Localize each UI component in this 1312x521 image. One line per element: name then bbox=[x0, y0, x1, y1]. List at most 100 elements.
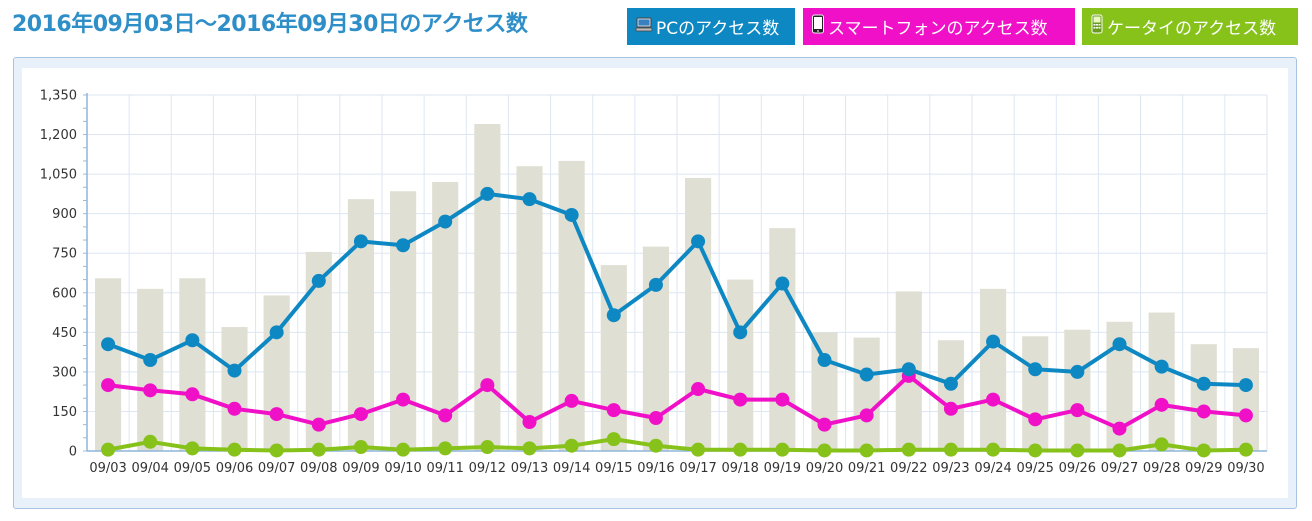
series-line bbox=[107, 191, 1246, 388]
bar bbox=[1190, 344, 1217, 451]
series-line bbox=[107, 373, 1247, 431]
data-point bbox=[438, 408, 453, 423]
data-point bbox=[1112, 421, 1127, 436]
feature-phone-access-button[interactable]: ケータイのアクセス数 bbox=[1082, 8, 1298, 45]
x-tick-label: 09/23 bbox=[932, 461, 969, 476]
data-point bbox=[775, 276, 790, 291]
bar bbox=[516, 166, 543, 451]
x-tick-label: 09/07 bbox=[258, 461, 295, 476]
data-point bbox=[943, 401, 958, 416]
data-point bbox=[522, 414, 537, 429]
y-tick-label: 1,350 bbox=[40, 89, 77, 104]
x-tick-label: 09/05 bbox=[174, 461, 211, 476]
x-tick-label: 09/11 bbox=[426, 461, 463, 476]
data-point bbox=[986, 392, 1001, 407]
y-tick-label: 600 bbox=[52, 286, 77, 301]
x-tick-label: 09/13 bbox=[511, 461, 548, 476]
x-tick-label: 09/29 bbox=[1185, 461, 1222, 476]
data-point bbox=[269, 407, 284, 422]
x-tick-label: 09/15 bbox=[595, 461, 632, 476]
data-point bbox=[143, 353, 158, 368]
data-point bbox=[101, 378, 116, 393]
x-tick-label: 09/04 bbox=[131, 461, 168, 476]
data-point bbox=[943, 376, 958, 391]
data-point bbox=[1112, 337, 1127, 352]
data-point bbox=[311, 417, 326, 432]
chart-area: 0 150 300 450 600 750 900 1,050 1,200 1,350 09/03 0… bbox=[22, 68, 1288, 498]
data-point bbox=[817, 353, 832, 368]
x-tick-label: 09/18 bbox=[721, 461, 758, 476]
data-point bbox=[185, 387, 200, 402]
x-tick-label: 09/16 bbox=[637, 461, 674, 476]
data-point bbox=[986, 442, 1001, 457]
x-tick-label: 09/26 bbox=[1059, 461, 1096, 476]
y-tick-label: 900 bbox=[52, 207, 77, 222]
x-tick-label: 09/06 bbox=[216, 461, 253, 476]
x-tick-label: 09/19 bbox=[764, 461, 801, 476]
data-point bbox=[901, 442, 916, 457]
data-point bbox=[269, 325, 284, 340]
data-point bbox=[101, 337, 116, 352]
feature-phone-icon bbox=[1090, 14, 1104, 39]
data-point bbox=[817, 417, 832, 432]
x-tick-label: 09/14 bbox=[553, 461, 590, 476]
x-tick-label: 09/28 bbox=[1143, 461, 1180, 476]
data-point bbox=[522, 192, 537, 207]
y-tick-label: 1,200 bbox=[40, 128, 77, 143]
bar bbox=[137, 288, 164, 451]
x-tick-label: 09/21 bbox=[848, 461, 885, 476]
data-point bbox=[480, 378, 495, 393]
bar bbox=[937, 340, 964, 451]
data-point bbox=[1070, 443, 1085, 458]
data-point bbox=[1154, 359, 1169, 374]
x-tick-label: 09/24 bbox=[974, 461, 1011, 476]
bar bbox=[1064, 329, 1091, 451]
data-point bbox=[227, 401, 242, 416]
data-point bbox=[1238, 378, 1253, 393]
data-point bbox=[396, 392, 411, 407]
smartphone-access-button[interactable]: スマートフォンのアクセス数 bbox=[803, 8, 1075, 45]
bar bbox=[221, 327, 248, 451]
data-point bbox=[606, 403, 621, 418]
data-point bbox=[438, 214, 453, 229]
data-point bbox=[1070, 403, 1085, 418]
data-point bbox=[185, 441, 200, 456]
pc-access-button[interactable]: PCのアクセス数 bbox=[627, 8, 795, 45]
x-tick-label: 09/09 bbox=[342, 461, 379, 476]
data-point bbox=[648, 438, 663, 453]
x-tick-label: 09/12 bbox=[469, 461, 506, 476]
data-point bbox=[691, 442, 706, 457]
x-tick-label: 09/20 bbox=[806, 461, 843, 476]
data-point bbox=[817, 443, 832, 458]
bar bbox=[1232, 348, 1259, 451]
data-point bbox=[185, 333, 200, 348]
data-point bbox=[143, 434, 158, 449]
data-point bbox=[691, 382, 706, 397]
data-point bbox=[1238, 442, 1253, 457]
bar bbox=[727, 279, 754, 451]
data-point bbox=[480, 186, 495, 201]
data-point bbox=[1112, 443, 1127, 458]
bar bbox=[769, 228, 796, 451]
feature-phone-access-label: ケータイのアクセス数 bbox=[1107, 19, 1277, 39]
bar bbox=[811, 332, 838, 451]
data-point bbox=[1154, 397, 1169, 412]
data-point bbox=[648, 277, 663, 292]
chart-panel: 0 150 300 450 600 750 900 1,050 1,200 1,350 09/03 0… bbox=[13, 57, 1297, 509]
y-tick-label: 1,050 bbox=[40, 168, 77, 183]
data-point bbox=[564, 393, 579, 408]
data-point bbox=[101, 442, 116, 457]
data-point bbox=[311, 273, 326, 288]
bar bbox=[685, 178, 712, 452]
bar bbox=[1148, 312, 1175, 451]
data-point bbox=[227, 442, 242, 457]
computer-icon bbox=[635, 15, 653, 38]
data-point bbox=[1028, 443, 1043, 458]
data-point bbox=[859, 443, 874, 458]
data-point bbox=[227, 363, 242, 378]
y-tick-label: 150 bbox=[52, 405, 77, 420]
data-point bbox=[522, 441, 537, 456]
x-tick-label: 09/27 bbox=[1101, 461, 1138, 476]
data-point bbox=[733, 325, 748, 340]
data-point bbox=[1028, 362, 1043, 377]
